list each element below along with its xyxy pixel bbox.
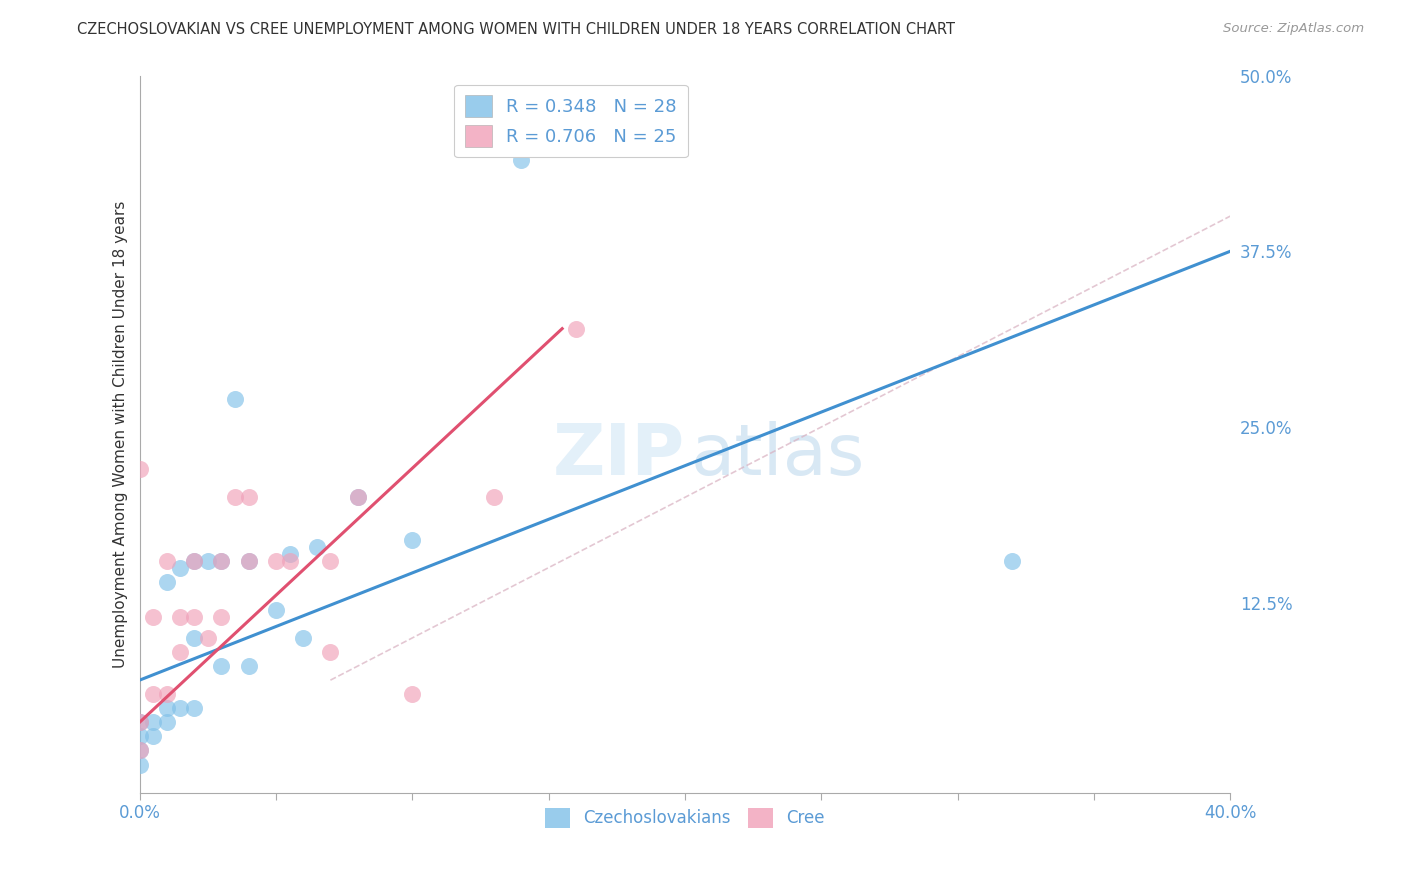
Point xyxy=(346,491,368,505)
Text: ZIP: ZIP xyxy=(553,421,685,490)
Point xyxy=(197,631,219,645)
Point xyxy=(128,743,150,757)
Point xyxy=(183,631,205,645)
Point xyxy=(128,743,150,757)
Point xyxy=(169,701,191,715)
Point xyxy=(183,554,205,568)
Point xyxy=(278,547,301,561)
Point xyxy=(264,603,287,617)
Point xyxy=(510,153,533,167)
Point xyxy=(305,540,328,554)
Text: CZECHOSLOVAKIAN VS CREE UNEMPLOYMENT AMONG WOMEN WITH CHILDREN UNDER 18 YEARS CO: CZECHOSLOVAKIAN VS CREE UNEMPLOYMENT AMO… xyxy=(77,22,955,37)
Point xyxy=(128,715,150,730)
Point xyxy=(238,554,260,568)
Point xyxy=(169,645,191,659)
Point xyxy=(278,554,301,568)
Point xyxy=(156,701,179,715)
Point xyxy=(1001,554,1024,568)
Point xyxy=(565,321,588,335)
Point xyxy=(292,631,315,645)
Point xyxy=(319,645,342,659)
Point xyxy=(224,392,246,406)
Point xyxy=(156,554,179,568)
Text: Source: ZipAtlas.com: Source: ZipAtlas.com xyxy=(1223,22,1364,36)
Point xyxy=(142,687,165,701)
Point xyxy=(482,491,505,505)
Point xyxy=(264,554,287,568)
Point xyxy=(142,730,165,744)
Point xyxy=(156,715,179,730)
Point xyxy=(197,554,219,568)
Point xyxy=(319,554,342,568)
Point xyxy=(183,610,205,624)
Point xyxy=(142,715,165,730)
Point xyxy=(209,554,232,568)
Point xyxy=(183,554,205,568)
Point xyxy=(224,491,246,505)
Point xyxy=(209,610,232,624)
Legend: Czechoslovakians, Cree: Czechoslovakians, Cree xyxy=(538,801,831,835)
Point xyxy=(156,574,179,589)
Point xyxy=(142,610,165,624)
Point xyxy=(128,757,150,772)
Point xyxy=(183,701,205,715)
Point xyxy=(156,687,179,701)
Point xyxy=(128,462,150,476)
Point xyxy=(238,491,260,505)
Point xyxy=(346,491,368,505)
Point xyxy=(238,554,260,568)
Point xyxy=(128,715,150,730)
Point xyxy=(238,659,260,673)
Point xyxy=(401,687,423,701)
Point xyxy=(169,610,191,624)
Point xyxy=(209,659,232,673)
Point xyxy=(209,554,232,568)
Point xyxy=(128,730,150,744)
Point xyxy=(401,533,423,547)
Point xyxy=(169,560,191,574)
Text: atlas: atlas xyxy=(690,421,865,490)
Y-axis label: Unemployment Among Women with Children Under 18 years: Unemployment Among Women with Children U… xyxy=(114,201,128,668)
